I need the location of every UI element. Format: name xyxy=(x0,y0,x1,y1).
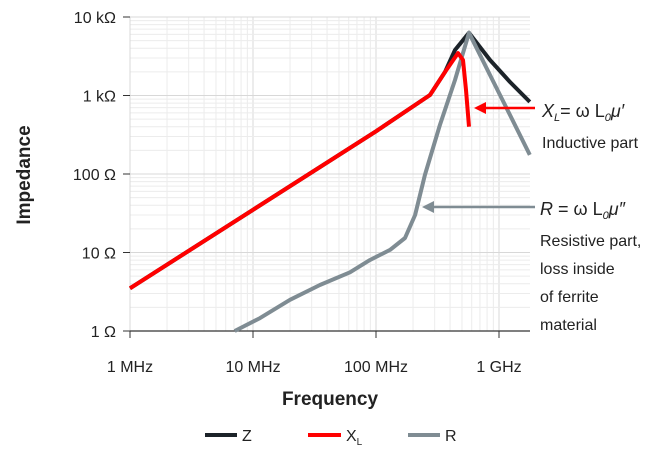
y-tick-label: 1 Ω xyxy=(91,324,116,341)
series-line-xl xyxy=(128,51,471,290)
series-group xyxy=(128,30,532,333)
series-line-r xyxy=(233,30,532,333)
annotation-inductive: XL= ω L0μ′ Inductive part xyxy=(474,101,639,152)
y-ticks: 1 Ω 10 Ω 100 Ω 1 kΩ 10 kΩ xyxy=(73,10,130,341)
legend: Z XL R xyxy=(205,428,457,448)
grid xyxy=(129,16,530,332)
x-ticks: 1 MHz 10 MHz 100 MHz 1 GHz xyxy=(107,331,522,376)
formula-r: R = ω L0μ″ xyxy=(540,199,626,222)
legend-label-z: Z xyxy=(242,428,252,445)
y-tick-label: 100 Ω xyxy=(73,167,116,184)
x-tick-label: 1 MHz xyxy=(107,359,153,376)
arrowhead-icon xyxy=(474,102,486,114)
formula-xl: XL= ω L0μ′ xyxy=(541,101,625,124)
arrowhead-icon xyxy=(422,201,434,213)
x-tick-label: 1 GHz xyxy=(476,359,521,376)
y-tick-label: 10 kΩ xyxy=(74,10,116,27)
y-tick-label: 1 kΩ xyxy=(83,89,116,106)
legend-item-r: R xyxy=(408,428,457,445)
x-axis-label: Frequency xyxy=(282,389,379,410)
legend-label-xl: XL xyxy=(346,428,363,448)
annotation-text: Resistive part, xyxy=(540,233,641,250)
legend-item-xl: XL xyxy=(308,428,363,448)
x-tick-label: 10 MHz xyxy=(225,359,280,376)
y-tick-label: 10 Ω xyxy=(82,246,116,263)
x-tick-label: 100 MHz xyxy=(344,359,408,376)
legend-item-z: Z xyxy=(205,428,252,445)
annotation-text: Inductive part xyxy=(542,135,639,152)
annotation-resistive: R = ω L0μ″ Resistive part, loss inside o… xyxy=(422,199,641,334)
annotation-text: material xyxy=(540,317,597,334)
y-axis-label: Impedance xyxy=(14,125,35,224)
legend-label-r: R xyxy=(445,428,457,445)
annotation-text: loss inside xyxy=(540,261,615,278)
annotation-text: of ferrite xyxy=(540,289,599,306)
